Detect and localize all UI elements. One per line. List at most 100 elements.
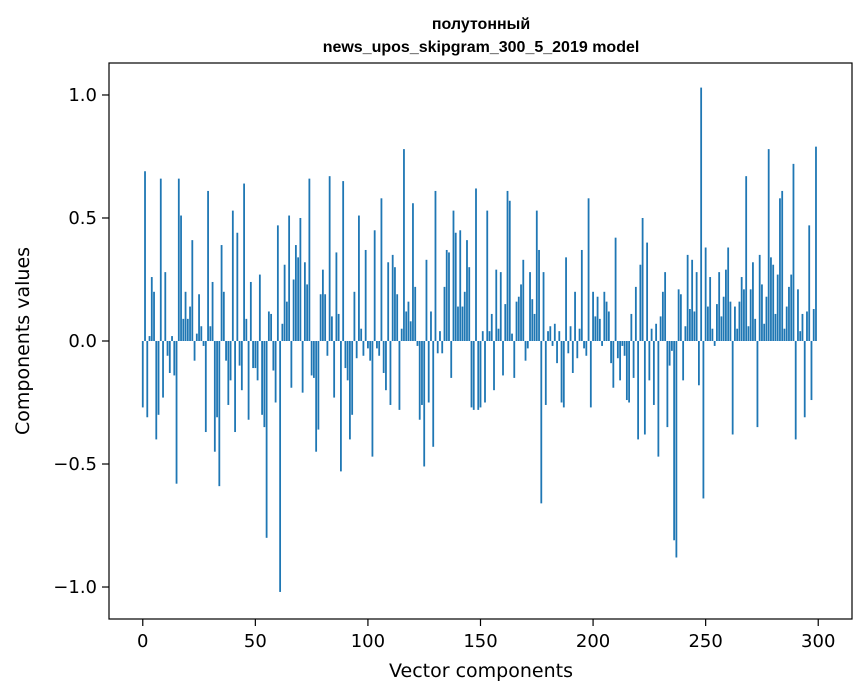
bar (321, 269, 324, 341)
bar (752, 262, 754, 341)
bar (731, 341, 734, 435)
bar (202, 341, 205, 346)
x-tick-label: 250 (688, 631, 722, 652)
bar (544, 341, 547, 405)
bar (335, 252, 338, 341)
bar (175, 341, 178, 484)
bar (630, 313, 633, 341)
bar (391, 254, 394, 341)
bar (416, 341, 419, 346)
bar (389, 341, 392, 405)
bar (427, 341, 430, 403)
bar (632, 341, 635, 378)
bar (209, 326, 212, 341)
bar (601, 341, 603, 346)
bar (558, 331, 561, 341)
bar (281, 323, 284, 341)
bar (328, 176, 331, 341)
bar (756, 341, 759, 428)
bar (220, 245, 223, 341)
bar (598, 318, 601, 341)
x-tick-label: 200 (576, 631, 610, 652)
bar (607, 311, 610, 341)
bar (767, 149, 770, 341)
bar (153, 291, 155, 341)
bar (504, 304, 507, 341)
bar (371, 341, 374, 457)
bar (740, 277, 743, 341)
bar (747, 326, 750, 341)
bar (331, 316, 333, 341)
bar (691, 259, 694, 341)
bar (407, 301, 410, 341)
bar (571, 341, 574, 373)
bar (150, 277, 153, 341)
bar (421, 341, 423, 405)
bar (315, 341, 318, 452)
bar (761, 284, 763, 341)
bar (659, 316, 662, 341)
bar (362, 341, 365, 356)
bar (459, 230, 462, 341)
x-axis-ticks: 0 50 100 150 200 250 300 (137, 619, 835, 652)
bar (148, 336, 151, 341)
bar (299, 217, 302, 341)
bar (578, 328, 581, 341)
bar (279, 341, 282, 592)
bar (792, 163, 795, 341)
bar (254, 341, 257, 369)
bar (643, 341, 646, 435)
bar (517, 296, 520, 341)
bar (355, 341, 358, 359)
bar (727, 247, 730, 341)
bar (400, 328, 403, 341)
bar (159, 178, 162, 341)
bar (191, 240, 194, 341)
bar (560, 341, 563, 403)
bar (249, 281, 252, 341)
bar (565, 257, 567, 341)
bar (716, 304, 718, 341)
bar (166, 341, 169, 356)
bar (216, 341, 218, 418)
x-tick-label: 50 (244, 631, 267, 652)
bar (623, 341, 626, 356)
bar (486, 210, 489, 341)
bar (240, 341, 243, 391)
bar (340, 341, 342, 472)
bar (605, 301, 608, 341)
bar (646, 242, 649, 341)
bar (688, 309, 691, 341)
bar (515, 301, 518, 341)
bar (285, 301, 288, 341)
bar (670, 341, 673, 351)
bar (162, 341, 164, 398)
bar (351, 341, 354, 415)
bar (184, 291, 187, 341)
bar (425, 259, 428, 341)
bar (434, 190, 437, 341)
bar (367, 341, 369, 349)
bar (589, 341, 592, 408)
x-tick-label: 100 (351, 631, 385, 652)
y-tick-label: 0.0 (68, 331, 97, 352)
bar (171, 336, 173, 341)
bar (412, 203, 414, 341)
bar (657, 341, 660, 457)
bar (749, 289, 752, 341)
bar (806, 311, 808, 341)
bar (477, 341, 480, 410)
bar (785, 306, 788, 341)
bar (484, 341, 486, 403)
bar (186, 318, 189, 341)
bar (450, 341, 453, 378)
bar (513, 341, 516, 378)
bar (294, 245, 297, 341)
bar (409, 321, 412, 341)
bar (661, 291, 664, 341)
bar (682, 341, 685, 381)
bar (423, 341, 426, 467)
bar (641, 217, 644, 341)
bar (468, 267, 471, 341)
bar (310, 341, 313, 376)
